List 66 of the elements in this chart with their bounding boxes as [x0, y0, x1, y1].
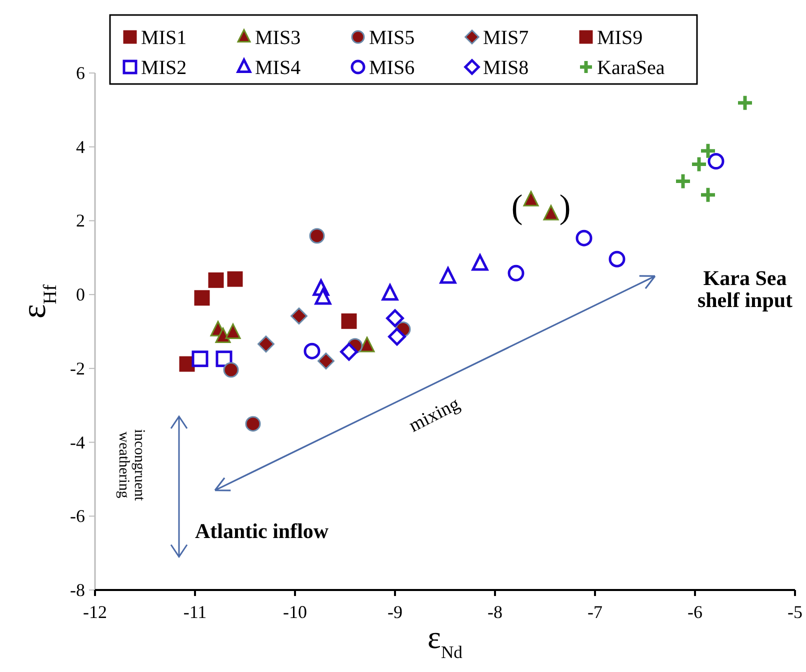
point — [258, 336, 274, 353]
point — [576, 230, 592, 246]
point — [674, 172, 692, 190]
point — [708, 153, 724, 170]
x-axis-title: ε$_{Nd}$ — [428, 619, 463, 662]
point — [699, 142, 717, 160]
point — [341, 313, 357, 329]
annotation: incongruent weathering — [115, 429, 147, 502]
annotation: ( — [511, 188, 523, 226]
legend-label: MIS6 — [369, 57, 415, 79]
y-tick-label: -8 — [70, 580, 85, 600]
point — [608, 250, 626, 268]
legend-label: MIS3 — [255, 27, 301, 49]
y-tick-label: 2 — [76, 210, 85, 231]
point — [208, 272, 224, 288]
x-tick-label: -5 — [788, 602, 802, 622]
y-tick-label: -2 — [70, 358, 85, 378]
point — [290, 308, 308, 324]
point — [699, 186, 717, 204]
x-tick-label: -10 — [283, 602, 307, 622]
point — [309, 228, 325, 244]
annotation: Kara Sea shelf input — [697, 266, 793, 312]
x-tick-label: -7 — [588, 602, 602, 622]
point — [340, 342, 358, 361]
point — [314, 288, 332, 305]
legend-label: MIS7 — [483, 27, 529, 49]
y-tick-label: 6 — [76, 63, 85, 83]
point — [245, 416, 261, 432]
y-tick-label: -4 — [70, 432, 85, 452]
legend-label: MIS8 — [483, 57, 529, 79]
x-tick-label: -12 — [83, 602, 107, 622]
point — [216, 350, 232, 368]
point — [223, 362, 239, 378]
point — [225, 323, 241, 339]
point — [508, 264, 524, 282]
point — [215, 328, 231, 344]
point — [386, 309, 404, 328]
point — [388, 328, 406, 346]
legend-label: KaraSea — [597, 57, 665, 79]
x-tick-label: -6 — [688, 602, 702, 622]
x-tick-label: -8 — [488, 602, 502, 622]
point — [227, 271, 243, 287]
point — [194, 290, 210, 306]
legend-label: MIS9 — [597, 27, 643, 49]
point — [736, 94, 754, 112]
point — [382, 284, 398, 301]
point — [304, 342, 320, 360]
point — [318, 352, 334, 370]
point — [359, 336, 375, 352]
point — [440, 267, 456, 284]
y-tick-label: 4 — [76, 136, 85, 157]
point — [192, 350, 208, 368]
legend-label: MIS4 — [255, 57, 301, 79]
point — [690, 155, 708, 173]
x-tick-label: -9 — [388, 602, 402, 622]
y-tick-label: -6 — [70, 506, 85, 526]
legend-label: MIS2 — [141, 57, 187, 79]
legend-label: MIS5 — [369, 27, 415, 49]
point — [472, 254, 488, 271]
x-tick-label: -11 — [183, 602, 207, 622]
annotation: Atlantic inflow — [195, 519, 330, 543]
y-tick-label: 0 — [76, 284, 85, 305]
legend-label: MIS1 — [141, 27, 187, 49]
point — [523, 190, 539, 206]
point — [543, 204, 559, 220]
annotation: ) — [559, 188, 571, 226]
